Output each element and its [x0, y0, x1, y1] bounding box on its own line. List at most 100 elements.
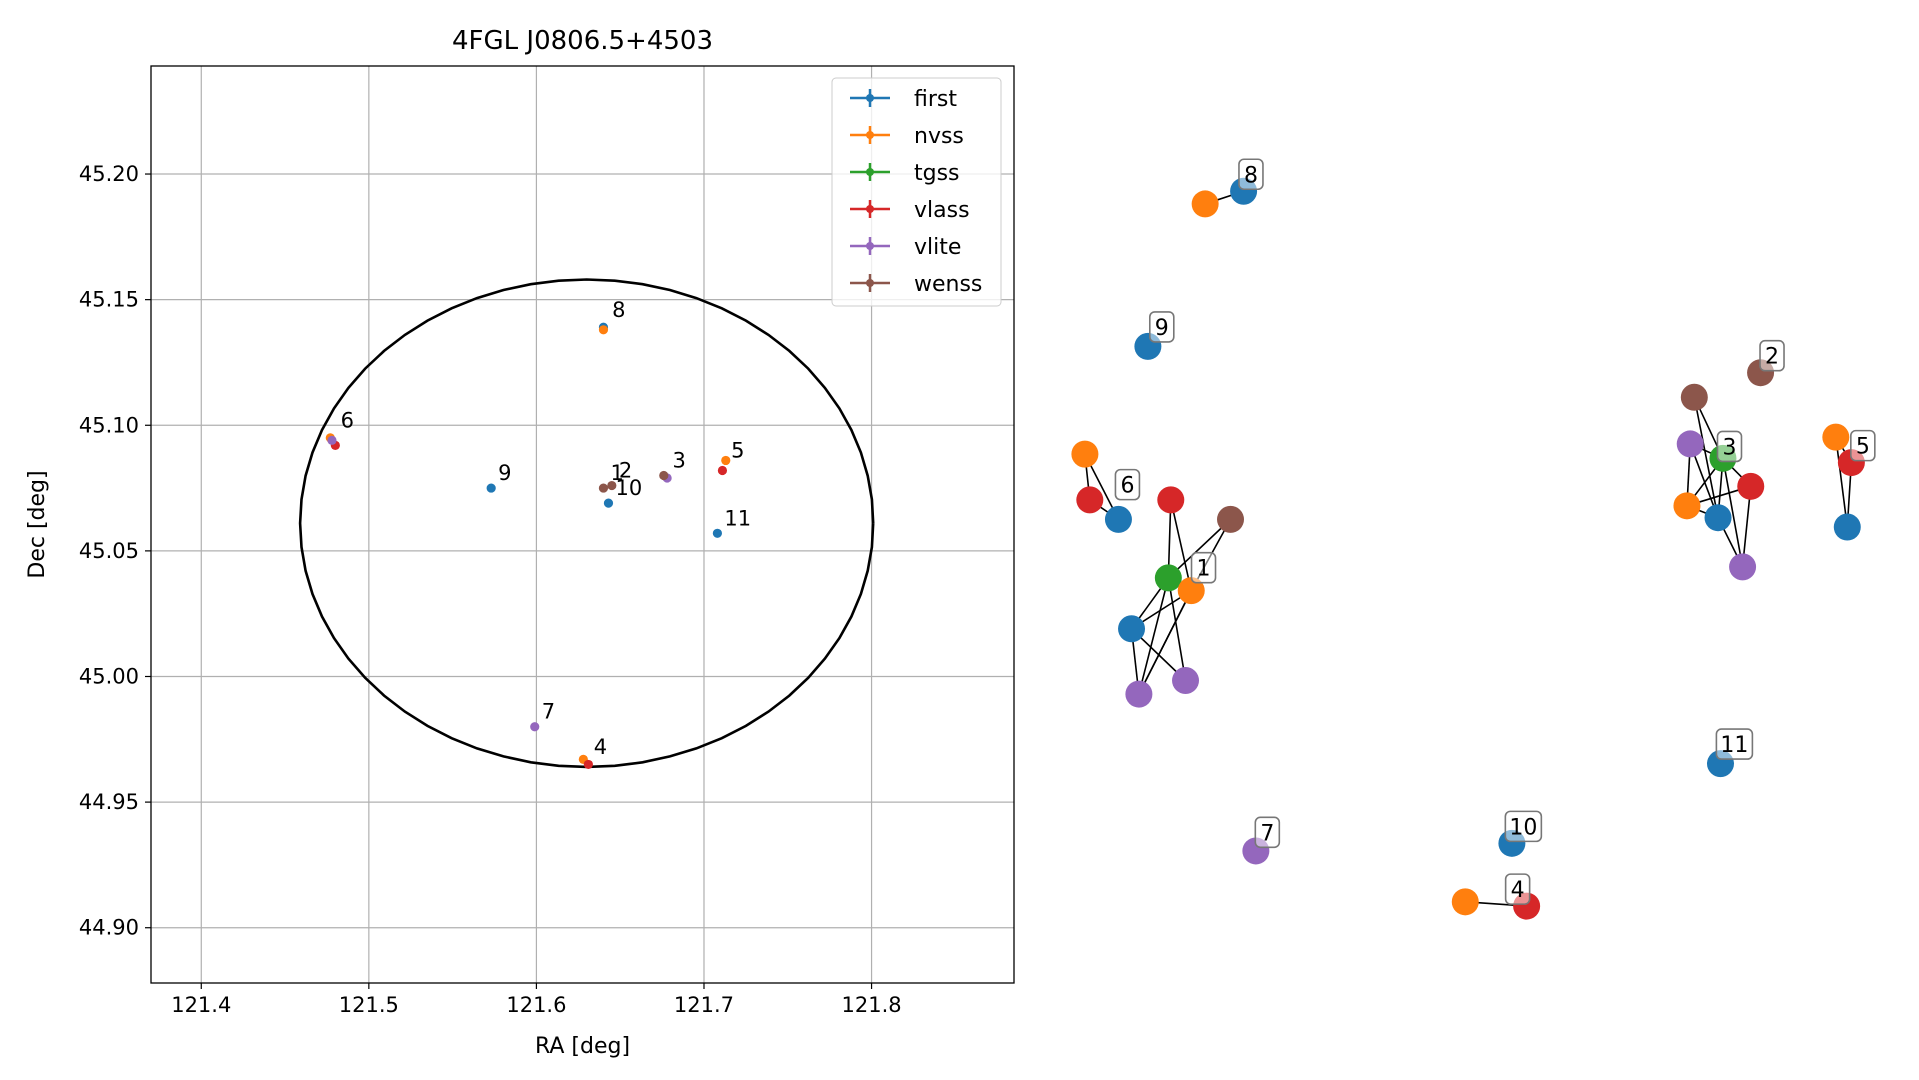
label-box — [1254, 816, 1281, 849]
y-tick-label: 45.15 — [79, 288, 139, 312]
legend-label: tgss — [914, 161, 960, 186]
point-annotation: 5 — [731, 438, 744, 462]
point-annotation: 8 — [612, 298, 625, 322]
label-box — [1190, 551, 1217, 584]
legend-marker-dot — [866, 242, 874, 250]
graph-node-label: 9 — [1148, 311, 1175, 343]
label-box — [1715, 728, 1754, 760]
legend-entries: first nvss tgss vlass vlite wenss — [850, 87, 982, 297]
graph-node — [1157, 486, 1185, 514]
point-annotation: 11 — [724, 506, 751, 530]
legend-label: wenss — [914, 272, 982, 297]
graph-node-label: 7 — [1254, 816, 1281, 849]
graph-node-label: 3 — [1716, 430, 1743, 463]
graph-node — [1172, 667, 1200, 695]
graph-node — [1704, 504, 1732, 532]
legend-entry-first: first — [850, 87, 957, 112]
graph-node — [1680, 383, 1708, 411]
graph-node — [1076, 486, 1104, 514]
label-text: 9 — [1155, 316, 1169, 341]
graph-edge — [1835, 437, 1849, 528]
x-tick-label: 121.6 — [506, 993, 566, 1017]
label-text: 7 — [1260, 821, 1274, 846]
graph-node — [1451, 888, 1479, 916]
data-point-vlite — [530, 722, 540, 732]
legend-marker-dot — [866, 131, 874, 139]
point-annotation: 7 — [542, 700, 555, 724]
graph-node-label: 10 — [1504, 810, 1543, 843]
data-point-first — [712, 528, 722, 538]
data-point-first — [603, 498, 614, 508]
x-tick-label: 121.7 — [674, 993, 734, 1017]
point-annotation: 1 — [610, 461, 623, 485]
data-point-wenss — [659, 470, 669, 481]
legend: first nvss tgss vlass vlite wenss — [831, 77, 1002, 307]
label-box — [1850, 429, 1876, 462]
legend-marker-dot — [866, 168, 874, 176]
graph-node-label: 1 — [1190, 551, 1217, 584]
label-text: 1 — [1197, 557, 1211, 582]
graph-nodes — [1071, 177, 1865, 920]
graph-node — [1737, 472, 1765, 500]
graph-node-label: 11 — [1715, 728, 1754, 760]
legend-marker-dot — [866, 205, 874, 213]
legend-label: nvss — [914, 124, 964, 149]
legend-entry-vlite: vlite — [850, 235, 961, 260]
data-point-vlass — [583, 759, 593, 770]
y-tick-label: 45.20 — [79, 162, 139, 186]
graph-edge — [1170, 499, 1193, 591]
data-points — [325, 322, 731, 770]
graph-node-label: 4 — [1504, 873, 1531, 905]
graph-node — [1125, 680, 1153, 708]
legend-marker-dot — [866, 279, 874, 287]
legend-entry-vlass: vlass — [850, 198, 970, 223]
y-tick-label: 45.00 — [79, 664, 139, 688]
label-text: 5 — [1856, 435, 1870, 460]
graph-node-label: 6 — [1114, 468, 1141, 501]
label-text: 4 — [1511, 878, 1525, 903]
chart-title: 4FGL J0806.5+4503 — [452, 26, 713, 56]
data-point-vlite — [327, 435, 337, 445]
data-point-first — [486, 483, 496, 493]
label-box — [1504, 873, 1531, 905]
point-annotation: 2 — [619, 459, 632, 483]
error-ellipse — [298, 278, 875, 769]
y-axis-label: Dec [deg] — [25, 470, 50, 578]
x-tick-label: 121.5 — [339, 993, 399, 1017]
y-axis-ticks: 44.90 44.95 45.00 45.05 45.10 45.15 45.20 — [79, 162, 151, 940]
graph-node — [1118, 615, 1146, 643]
label-box — [1148, 311, 1175, 343]
data-point-nvss — [598, 325, 609, 335]
graph-edge — [1138, 577, 1170, 695]
graph-edge — [1722, 458, 1744, 568]
point-annotation: 6 — [341, 408, 354, 432]
graph-node — [1191, 190, 1219, 218]
x-axis-ticks: 121.4 121.5 121.6 121.7 121.8 — [171, 983, 902, 1017]
y-tick-label: 45.05 — [79, 539, 139, 563]
graph-node — [1154, 564, 1182, 592]
data-point-wenss — [607, 480, 617, 491]
graph-node-label: 5 — [1850, 429, 1876, 462]
y-tick-label: 44.90 — [79, 916, 139, 940]
graph-node — [1217, 505, 1245, 533]
graph-node — [1104, 505, 1132, 533]
data-point-vlass — [717, 465, 728, 476]
label-box — [1716, 430, 1743, 463]
x-tick-label: 121.4 — [171, 993, 231, 1017]
graph-edge — [1138, 590, 1192, 695]
graph-node — [1833, 513, 1861, 541]
y-tick-label: 45.10 — [79, 413, 139, 437]
graph-node — [1729, 553, 1757, 581]
graph-node — [1177, 577, 1205, 605]
legend-marker-dot — [866, 94, 874, 102]
graph-node — [1676, 430, 1704, 458]
plot-area-frame — [150, 65, 1015, 984]
graph-edge — [1167, 577, 1187, 681]
label-text: 3 — [1722, 435, 1736, 460]
label-text: 10 — [1509, 815, 1537, 840]
x-tick-label: 121.8 — [842, 993, 902, 1017]
x-axis-label: RA [deg] — [535, 1034, 630, 1059]
legend-label: vlass — [914, 198, 970, 223]
